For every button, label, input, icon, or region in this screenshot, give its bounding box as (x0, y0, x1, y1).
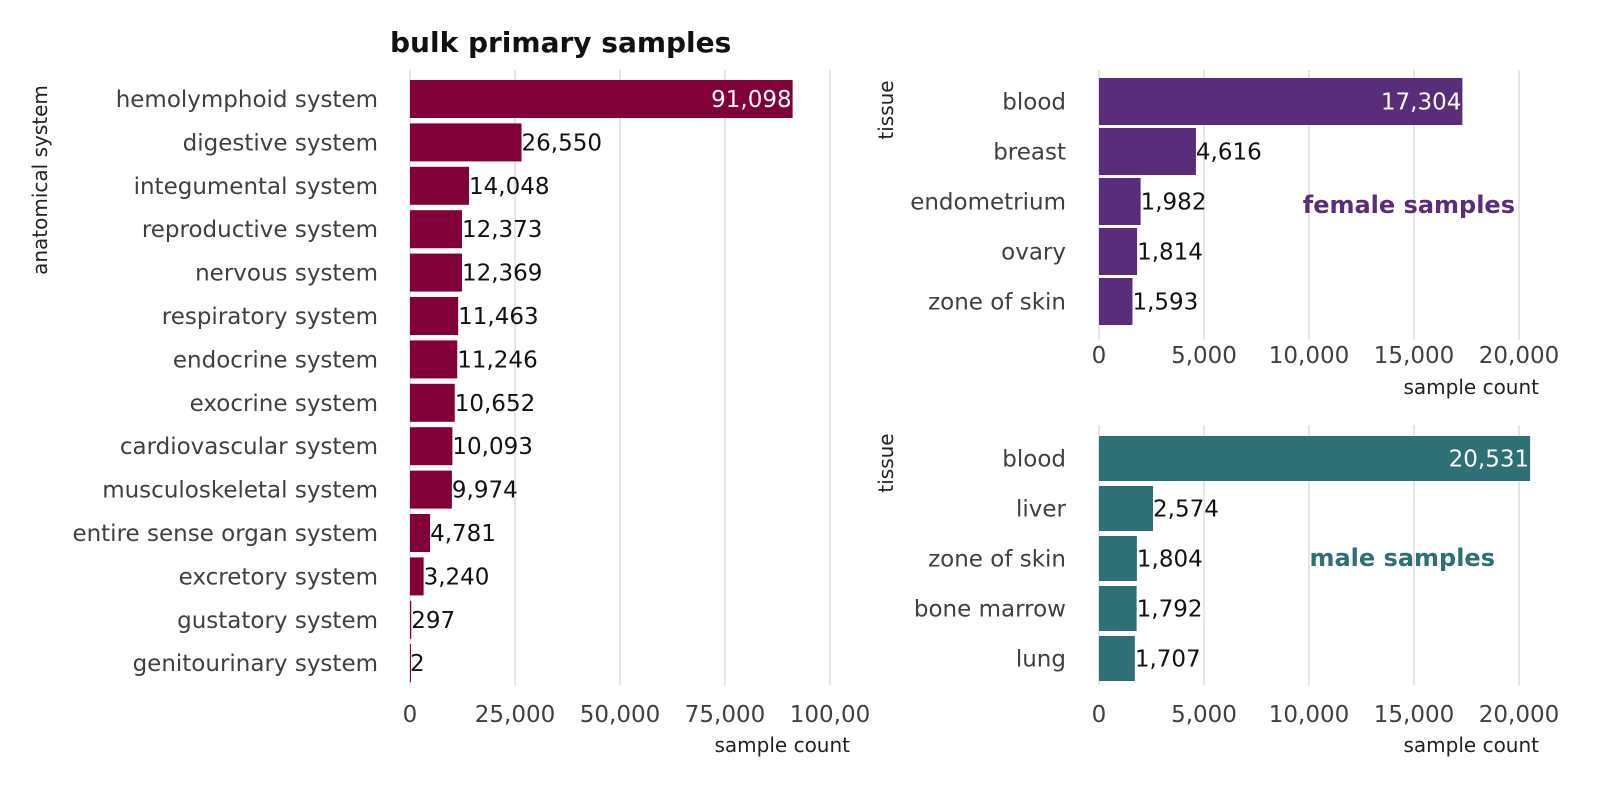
x-tick-label: 0 (1092, 702, 1107, 728)
bar (1099, 536, 1137, 581)
data-label: 1,982 (1141, 190, 1207, 216)
data-label: 11,246 (457, 347, 537, 373)
bar (1099, 178, 1141, 225)
bar (1099, 486, 1154, 531)
x-tick-label: 50,000 (580, 702, 660, 728)
x-tick-label: 5,000 (1171, 702, 1237, 728)
x-tick-label: 0 (1092, 343, 1107, 369)
category-label: reproductive system (142, 217, 378, 243)
x-tick-label: 20,000 (1479, 702, 1559, 728)
category-label: endometrium (910, 190, 1066, 216)
category-label: ovary (1001, 240, 1066, 266)
y-axis-title: tissue (874, 80, 898, 139)
data-label: 1,814 (1137, 240, 1203, 266)
bar (410, 557, 424, 596)
x-axis-title: sample count (1404, 375, 1540, 399)
data-label: 2 (410, 651, 425, 677)
bar (410, 340, 458, 379)
data-label: 4,616 (1196, 140, 1262, 166)
data-label: 26,550 (522, 130, 602, 156)
data-label: 12,373 (462, 217, 542, 243)
bar (1099, 128, 1196, 175)
chart-title: female samples (1303, 191, 1515, 219)
category-label: bone marrow (914, 597, 1066, 623)
x-tick-label: 20,000 (1479, 343, 1559, 369)
x-tick-label: 10,000 (1269, 702, 1349, 728)
bar (410, 644, 411, 683)
category-label: liver (1016, 497, 1067, 523)
category-label: breast (993, 140, 1066, 166)
bar (410, 297, 459, 335)
category-label: cardiovascular system (120, 434, 378, 460)
category-label: lung (1016, 647, 1066, 673)
x-tick-label: 0 (403, 702, 418, 728)
bar (1099, 278, 1133, 325)
category-label: zone of skin (928, 547, 1066, 573)
data-label: 3,240 (424, 564, 490, 590)
category-label: blood (1002, 90, 1066, 116)
bar (410, 470, 452, 509)
data-label: 4,781 (430, 521, 496, 547)
data-label: 1,593 (1132, 290, 1198, 316)
bar (1099, 228, 1138, 275)
category-label: hemolymphoid system (116, 87, 378, 113)
bar (410, 80, 793, 118)
data-label: 14,048 (469, 174, 549, 200)
data-label: 10,652 (455, 391, 535, 417)
x-tick-label: 75,000 (685, 702, 765, 728)
category-label: nervous system (195, 261, 378, 287)
data-label: 297 (411, 608, 455, 634)
category-label: genitourinary system (133, 651, 378, 677)
category-label: respiratory system (162, 304, 378, 330)
bar (410, 253, 462, 292)
category-label: digestive system (183, 130, 378, 156)
x-tick-label: 15,000 (1374, 343, 1454, 369)
bar (1099, 636, 1135, 681)
bar (1099, 436, 1531, 481)
bar (410, 210, 462, 249)
x-axis-title: sample count (1404, 733, 1540, 757)
bar (410, 514, 431, 552)
chart-title: bulk primary samples (390, 26, 731, 59)
category-label: entire sense organ system (72, 521, 378, 547)
bar (410, 600, 412, 639)
x-tick-label: 15,000 (1374, 702, 1454, 728)
data-label: 12,369 (462, 261, 542, 287)
chart-title: male samples (1309, 544, 1495, 572)
data-label: 1,804 (1137, 547, 1203, 573)
data-label: 10,093 (452, 434, 532, 460)
data-label: 17,304 (1381, 90, 1461, 116)
x-tick-label: 100,00 (790, 702, 870, 728)
category-label: endocrine system (173, 347, 378, 373)
category-label: blood (1002, 447, 1066, 473)
y-axis-title: tissue (874, 433, 898, 492)
bar (1099, 78, 1463, 125)
data-label: 20,531 (1449, 447, 1529, 473)
data-label: 11,463 (458, 304, 538, 330)
x-axis-title: sample count (715, 733, 851, 757)
y-axis-title: anatomical system (28, 85, 52, 275)
data-label: 2,574 (1153, 497, 1219, 523)
data-label: 1,792 (1137, 597, 1203, 623)
data-label: 9,974 (452, 478, 518, 504)
x-tick-label: 25,000 (475, 702, 555, 728)
bar (410, 166, 470, 205)
category-label: integumental system (134, 174, 378, 200)
category-label: exocrine system (190, 391, 378, 417)
bar (410, 383, 455, 422)
data-label: 1,707 (1135, 647, 1201, 673)
bar (1099, 586, 1137, 631)
x-tick-label: 5,000 (1171, 343, 1237, 369)
category-label: musculoskeletal system (102, 478, 378, 504)
bar (410, 427, 453, 466)
category-label: excretory system (179, 564, 378, 590)
category-label: gustatory system (177, 608, 378, 634)
bar (410, 123, 522, 162)
x-tick-label: 10,000 (1269, 343, 1349, 369)
category-label: zone of skin (928, 290, 1066, 316)
data-label: 91,098 (711, 87, 791, 113)
